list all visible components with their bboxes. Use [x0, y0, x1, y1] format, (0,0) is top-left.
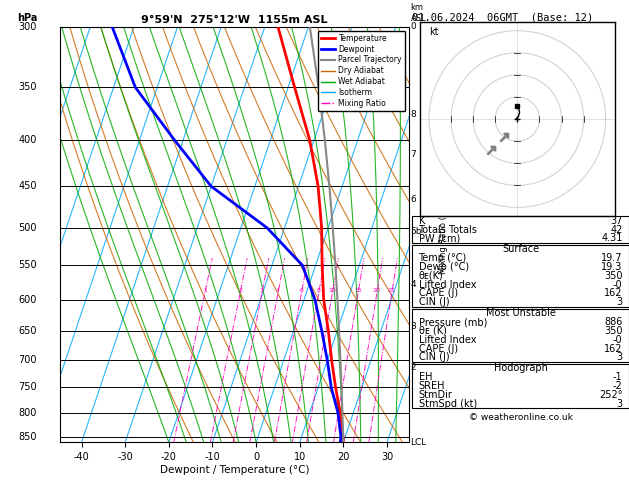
Text: 162: 162 — [604, 344, 623, 353]
Text: 450: 450 — [19, 181, 37, 191]
Text: StmDir: StmDir — [418, 390, 452, 400]
Text: 500: 500 — [19, 223, 37, 233]
Text: kt: kt — [429, 27, 438, 37]
Text: -2: -2 — [613, 381, 623, 391]
Text: 350: 350 — [604, 326, 623, 336]
Text: CAPE (J): CAPE (J) — [418, 288, 458, 298]
Text: 01.06.2024  06GMT  (Base: 12): 01.06.2024 06GMT (Base: 12) — [412, 12, 593, 22]
Text: StmSpd (kt): StmSpd (kt) — [418, 399, 477, 409]
Text: 300: 300 — [19, 22, 37, 32]
Text: 550: 550 — [18, 260, 37, 270]
Text: -0: -0 — [613, 335, 623, 345]
Text: 700: 700 — [19, 355, 37, 365]
Text: 400: 400 — [19, 135, 37, 145]
Text: 3: 3 — [260, 288, 264, 293]
Text: 850: 850 — [19, 432, 37, 442]
Text: 6: 6 — [411, 195, 416, 204]
Text: 3: 3 — [616, 399, 623, 409]
Text: LCL: LCL — [411, 438, 427, 447]
Text: CIN (J): CIN (J) — [418, 297, 449, 307]
Text: 1: 1 — [203, 288, 207, 293]
Text: PW (cm): PW (cm) — [418, 233, 460, 243]
Text: 20: 20 — [373, 288, 381, 293]
Text: 2: 2 — [238, 288, 242, 293]
Text: Dewp (°C): Dewp (°C) — [418, 262, 469, 272]
Text: 4.31: 4.31 — [601, 233, 623, 243]
Text: Lifted Index: Lifted Index — [418, 335, 476, 345]
Text: 3: 3 — [616, 352, 623, 363]
Text: 3: 3 — [411, 322, 416, 331]
Text: 800: 800 — [19, 408, 37, 418]
Text: Hodograph: Hodograph — [494, 364, 547, 373]
Text: 10: 10 — [328, 288, 337, 293]
Text: 6: 6 — [299, 288, 303, 293]
Text: 7: 7 — [411, 150, 416, 159]
Text: 350: 350 — [604, 271, 623, 281]
Text: Temp (°C): Temp (°C) — [418, 253, 467, 263]
Text: 42: 42 — [610, 225, 623, 235]
Text: EH: EH — [418, 372, 432, 382]
Text: 162: 162 — [604, 288, 623, 298]
Legend: Temperature, Dewpoint, Parcel Trajectory, Dry Adiabat, Wet Adiabat, Isotherm, Mi: Temperature, Dewpoint, Parcel Trajectory… — [318, 31, 405, 111]
Text: 650: 650 — [19, 326, 37, 336]
Text: 19.3: 19.3 — [601, 262, 623, 272]
Text: 886: 886 — [604, 317, 623, 327]
Text: 19.7: 19.7 — [601, 253, 623, 263]
Text: 8: 8 — [317, 288, 321, 293]
Text: Totals Totals: Totals Totals — [418, 225, 477, 235]
Text: CIN (J): CIN (J) — [418, 352, 449, 363]
Text: 0: 0 — [411, 22, 416, 31]
Title: 9°59'N  275°12'W  1155m ASL: 9°59'N 275°12'W 1155m ASL — [141, 15, 328, 25]
Text: Surface: Surface — [502, 244, 539, 254]
Text: km
ASL: km ASL — [411, 3, 426, 22]
Text: 252°: 252° — [599, 390, 623, 400]
Text: 37: 37 — [610, 216, 623, 226]
Text: θᴇ (K): θᴇ (K) — [418, 326, 447, 336]
Text: 600: 600 — [19, 295, 37, 305]
Text: 15: 15 — [354, 288, 362, 293]
Text: 8: 8 — [411, 110, 416, 119]
Text: SREH: SREH — [418, 381, 445, 391]
Text: © weatheronline.co.uk: © weatheronline.co.uk — [469, 413, 572, 422]
Text: 750: 750 — [18, 382, 37, 393]
Text: CAPE (J): CAPE (J) — [418, 344, 458, 353]
Text: -0: -0 — [613, 279, 623, 290]
Text: 2: 2 — [411, 363, 416, 372]
Text: Mixing Ratio (g/kg): Mixing Ratio (g/kg) — [439, 195, 448, 274]
Text: 4: 4 — [411, 280, 416, 289]
Text: 350: 350 — [19, 83, 37, 92]
Text: 3: 3 — [616, 297, 623, 307]
Text: 4: 4 — [276, 288, 280, 293]
Text: 5b: 5b — [411, 227, 422, 236]
Text: Pressure (mb): Pressure (mb) — [418, 317, 487, 327]
Text: Most Unstable: Most Unstable — [486, 308, 555, 318]
Text: hPa: hPa — [17, 13, 37, 22]
Text: θᴇ(K): θᴇ(K) — [418, 271, 443, 281]
Text: 25: 25 — [388, 288, 396, 293]
Text: -1: -1 — [613, 372, 623, 382]
X-axis label: Dewpoint / Temperature (°C): Dewpoint / Temperature (°C) — [160, 465, 309, 475]
Text: Lifted Index: Lifted Index — [418, 279, 476, 290]
Text: K: K — [418, 216, 425, 226]
